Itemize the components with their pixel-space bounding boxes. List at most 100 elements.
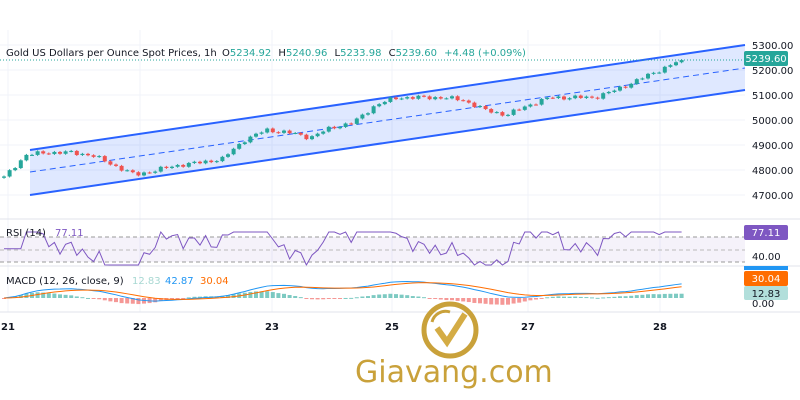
candle	[276, 132, 281, 134]
candle	[282, 130, 286, 133]
y-tick-label: 5000.00	[752, 116, 793, 127]
candle	[226, 154, 230, 157]
hist-badge: 12.83	[752, 289, 781, 300]
candle	[254, 133, 258, 137]
candle	[259, 132, 264, 134]
candle	[58, 151, 62, 154]
candle	[332, 126, 337, 129]
signal-value: 30.04	[200, 276, 229, 287]
macd-histogram-bar	[606, 297, 611, 299]
macd-histogram-bar	[433, 298, 438, 299]
candle	[562, 96, 566, 100]
candle	[388, 97, 393, 102]
candle	[472, 102, 477, 107]
candle	[63, 151, 68, 154]
channel-middle-line[interactable]	[29, 67, 746, 173]
rsi-line	[4, 230, 682, 267]
candle	[590, 96, 594, 98]
candle	[679, 60, 684, 63]
candle	[242, 142, 247, 145]
candle	[668, 65, 673, 67]
macd-histogram-bar	[108, 298, 113, 302]
x-tick-label: 27	[521, 322, 535, 333]
candle	[534, 104, 538, 106]
candle	[517, 109, 522, 111]
macd-histogram-bar	[360, 296, 365, 298]
macd-histogram-bar	[522, 298, 527, 302]
candle	[69, 150, 74, 152]
candle	[634, 79, 639, 84]
candle	[349, 123, 354, 125]
macd-histogram-bar	[410, 296, 415, 298]
macd-histogram-bar	[270, 292, 275, 298]
macd-histogram-bar	[399, 294, 404, 298]
candle	[338, 126, 342, 129]
candle	[545, 97, 550, 100]
candle	[130, 170, 135, 173]
y-tick-label: 5200.00	[752, 66, 793, 77]
candle	[657, 72, 662, 74]
candle	[119, 165, 124, 171]
candle	[528, 104, 533, 107]
channel-upper-line[interactable]	[29, 44, 746, 151]
macd-histogram-bar	[382, 294, 387, 298]
candle	[198, 161, 202, 164]
candle	[13, 168, 18, 171]
channel-lower-line[interactable]	[29, 89, 746, 196]
macd-histogram-bar	[119, 298, 124, 304]
macd-histogram-bar	[578, 296, 583, 298]
macd-histogram-bar	[478, 298, 482, 304]
macd-histogram-bar	[377, 294, 382, 298]
macd-histogram-bar	[18, 294, 23, 298]
macd-histogram-bar	[550, 296, 555, 298]
macd-histogram-bar	[662, 293, 667, 298]
macd-histogram-bar	[612, 296, 617, 298]
ohlc-values: O5234.92 H5240.96 L5233.98 C5239.60 +4.4…	[222, 48, 526, 59]
rsi-axis-label: 40.00	[752, 252, 781, 263]
candle	[567, 98, 572, 100]
macd-histogram-bar	[338, 298, 342, 299]
candle	[410, 97, 415, 99]
macd-histogram-bar	[539, 298, 544, 299]
macd-histogram-bar	[494, 298, 499, 305]
candle	[433, 97, 438, 100]
macd-histogram-bar	[634, 295, 639, 298]
candle	[237, 144, 242, 149]
macd-histogram-bar	[130, 298, 135, 304]
logo-text: Giavang.com	[355, 355, 553, 390]
macd-histogram-bar	[657, 294, 662, 298]
macd-histogram-bar	[46, 293, 51, 298]
candle	[366, 113, 370, 115]
candle	[618, 86, 622, 91]
macd-histogram-bar	[450, 298, 454, 301]
candle	[153, 171, 158, 173]
macd-histogram-bar	[640, 294, 645, 298]
macd-histogram-bar	[595, 297, 600, 299]
macd-histogram-bar	[298, 297, 303, 299]
candle	[86, 153, 90, 156]
candle	[601, 93, 606, 99]
macd-histogram-bar	[102, 298, 107, 301]
candle	[354, 118, 359, 124]
macd-histogram-bar	[114, 298, 118, 303]
macd-histogram-bar	[422, 297, 426, 299]
candle	[573, 95, 578, 99]
candle	[371, 106, 376, 114]
macd-histogram-bar	[343, 297, 348, 299]
macd-histogram-bar	[24, 293, 29, 298]
candle	[270, 128, 275, 133]
candle	[158, 166, 163, 172]
candle	[444, 98, 449, 100]
x-tick-label: 21	[1, 322, 15, 333]
candle	[646, 73, 650, 79]
macd-histogram-bar	[573, 296, 578, 298]
candle	[511, 109, 516, 115]
macd-histogram-bar	[69, 295, 74, 298]
macd-histogram-bar	[80, 297, 85, 299]
macd-histogram-bar	[41, 292, 46, 298]
candle	[399, 98, 404, 100]
macd-histogram-bar	[52, 293, 57, 298]
candle	[489, 109, 494, 113]
macd-histogram-bar	[259, 291, 264, 298]
